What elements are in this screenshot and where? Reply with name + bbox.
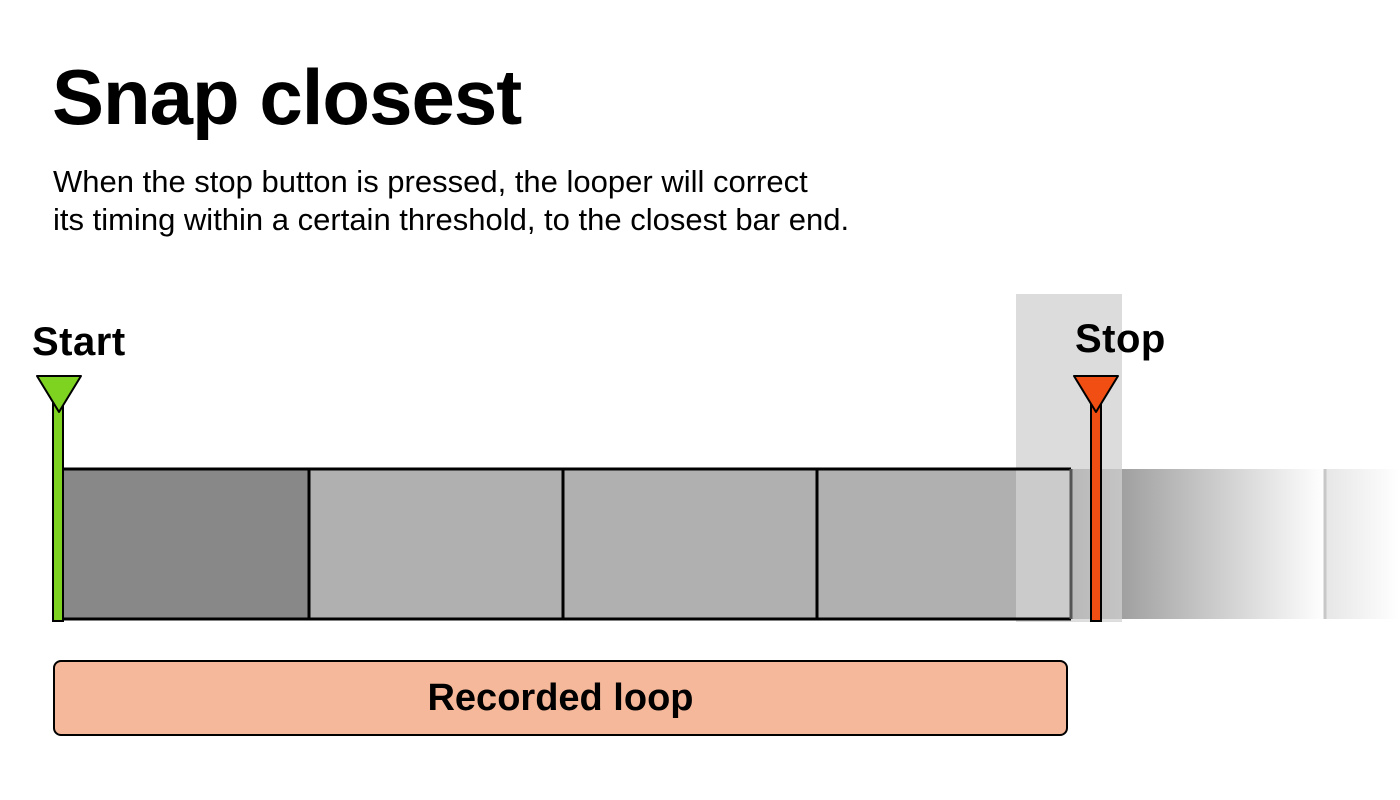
description: When the stop button is pressed, the loo… <box>53 163 849 239</box>
description-line-1: When the stop button is pressed, the loo… <box>53 164 808 199</box>
page-title: Snap closest <box>52 53 522 141</box>
recorded-loop-bar: Recorded loop <box>53 660 1068 736</box>
description-line-2: its timing within a certain threshold, t… <box>53 202 850 237</box>
bar-2 <box>309 469 563 619</box>
start-marker-triangle <box>36 375 82 413</box>
start-label: Start <box>32 320 126 364</box>
bar-6 <box>1325 469 1400 619</box>
start-marker-line <box>52 399 64 622</box>
start-marker <box>36 375 82 622</box>
stop-marker-line <box>1090 399 1102 622</box>
stop-marker-triangle <box>1073 375 1119 413</box>
recorded-loop-label: Recorded loop <box>427 676 694 719</box>
stop-label: Stop <box>1075 317 1166 361</box>
snap-threshold-overlay <box>1016 469 1122 621</box>
bar-1 <box>56 469 309 619</box>
stop-marker <box>1073 375 1119 622</box>
bar-3 <box>563 469 817 619</box>
